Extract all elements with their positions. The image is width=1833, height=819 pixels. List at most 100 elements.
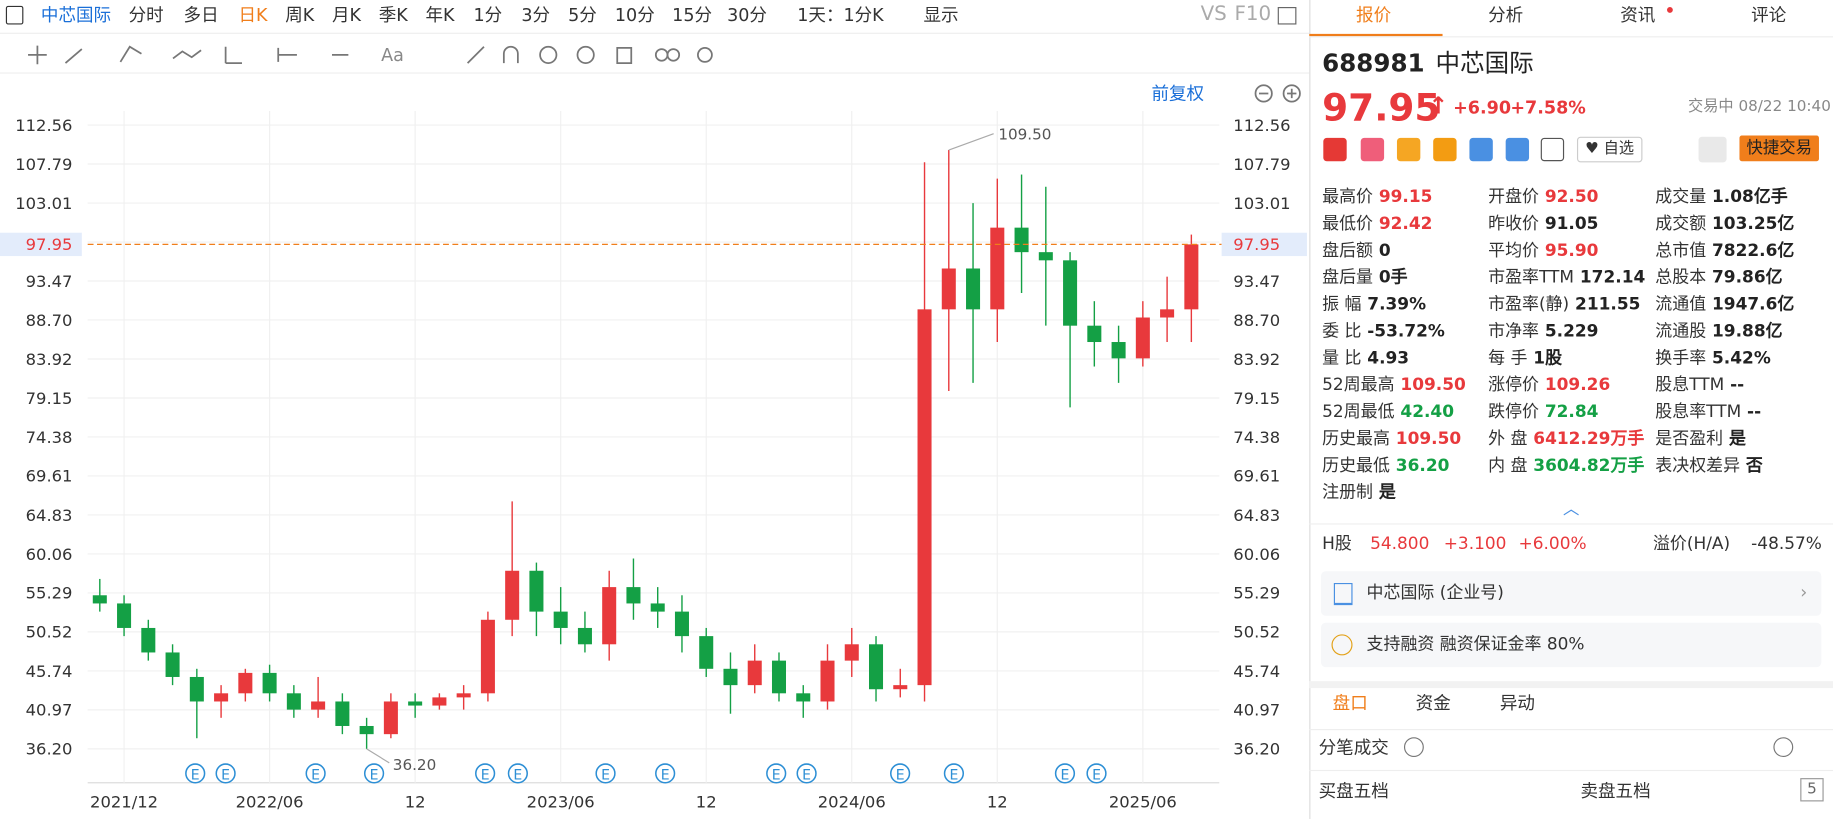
enterprise-link[interactable]: 中芯国际 (企业号) (1366, 584, 1504, 603)
period-tab[interactable]: 日K (238, 4, 268, 26)
stat: 换手率 5.42% (1655, 345, 1771, 370)
stat-label: 总股本 (1655, 268, 1707, 288)
x-tick-label: 12 (696, 792, 717, 811)
period-tab[interactable]: 5分 (568, 4, 597, 26)
y-tick-label: 93.47 (26, 272, 73, 291)
stat-label: 历史最低 (1322, 456, 1390, 476)
quote-panel (1309, 0, 1833, 819)
candle-body (771, 660, 787, 694)
stat-label: 注册制 (1322, 483, 1373, 503)
stat: 52周最低 42.40 (1322, 398, 1454, 423)
font-tool[interactable]: Aa (381, 44, 404, 66)
candle-body (359, 725, 374, 735)
collapse-toggle[interactable]: ︿ (1562, 500, 1580, 519)
quote-tab[interactable]: 资讯 (1620, 4, 1656, 26)
candle-body (650, 603, 665, 612)
stock-name[interactable]: 中芯国际 (40, 4, 112, 26)
period-tab[interactable]: 3分 (521, 4, 551, 26)
vs-button[interactable]: VS (1200, 2, 1227, 26)
stat: 历史最低 36.20 (1322, 452, 1449, 477)
candle-body (286, 693, 301, 710)
stat-value: 是 (1728, 429, 1746, 449)
stat-value: 0手 (1378, 268, 1408, 288)
alert-button[interactable] (1698, 136, 1727, 163)
period-tab[interactable]: 1分 (473, 4, 503, 26)
y-tick-label-right: 103.01 (1233, 194, 1290, 213)
stat: 流通股 19.88亿 (1655, 318, 1782, 343)
stat-value: 79.86亿 (1712, 268, 1783, 288)
stat: 平均价 95.90 (1488, 237, 1598, 262)
sub-tab[interactable]: 资金 (1415, 692, 1451, 714)
badge[interactable] (1505, 137, 1530, 162)
stat: 量 比 4.93 (1322, 345, 1409, 370)
stat: 委 比 -53.72% (1322, 318, 1445, 343)
stat-value: 211.55 (1575, 295, 1641, 315)
stat: 最高价 99.15 (1322, 183, 1432, 208)
y-tick-label: 55.29 (26, 584, 73, 603)
stat-value: 109.50 (1395, 429, 1462, 449)
badge[interactable] (1323, 137, 1347, 162)
badge[interactable] (1360, 137, 1385, 162)
candle-body (990, 227, 1005, 310)
period-tab[interactable]: 15分 (672, 4, 713, 26)
y-tick-label-right: 50.52 (1233, 623, 1280, 642)
stat-label: 外 盘 (1488, 429, 1528, 449)
panel-icon[interactable] (5, 5, 24, 25)
badge[interactable] (1396, 137, 1421, 162)
period-tab[interactable]: 分时 (128, 4, 164, 26)
toolbar (0, 0, 1310, 34)
enterprise-row[interactable] (1320, 571, 1822, 616)
badge[interactable] (1469, 137, 1493, 162)
period-tab[interactable]: 年K (425, 4, 455, 26)
y-tick-label: 83.92 (26, 350, 73, 369)
period-tab[interactable]: 30分 (727, 4, 767, 26)
x-tick-label: 2025/06 (1109, 792, 1177, 811)
period-tab[interactable]: 季K (378, 4, 408, 26)
quote-tab[interactable]: 评论 (1751, 4, 1787, 26)
info-icon[interactable] (1403, 737, 1424, 758)
stat-value: 72.84 (1544, 403, 1599, 422)
y-tick-label-right: 69.61 (1233, 467, 1280, 486)
event-marker-label: E (221, 767, 230, 783)
period-tab[interactable]: 周K (285, 4, 315, 26)
stat-label: 盘后额 (1322, 241, 1373, 261)
event-marker (507, 763, 528, 784)
period-tab[interactable]: 多日 (183, 4, 219, 26)
quote-tab[interactable]: 报价 (1356, 4, 1392, 26)
event-marker-label: E (802, 767, 811, 783)
layout-icon[interactable] (1277, 7, 1297, 25)
period-tab[interactable]: 月K (331, 4, 362, 26)
event-marker (1086, 763, 1107, 784)
stat-label: 换手率 (1655, 349, 1707, 369)
watchlist-button[interactable]: ♥ 自选 (1576, 136, 1643, 163)
f10-button[interactable]: F10 (1234, 2, 1272, 26)
y-tick-label-right: 112.56 (1233, 116, 1290, 135)
stat-value: 否 (1745, 456, 1763, 476)
stat-label: 成交额 (1655, 214, 1707, 234)
quick-trade[interactable]: 快捷交易 (1739, 135, 1819, 162)
stat-label: 流通股 (1655, 322, 1707, 342)
divider (1309, 681, 1833, 689)
x-tick-label: 12 (987, 792, 1008, 811)
event-marker (363, 763, 385, 784)
range-select[interactable]: 1天：1分K (797, 4, 884, 26)
event-marker (595, 763, 616, 784)
tab-underline (1309, 33, 1443, 37)
candle-body (747, 660, 762, 686)
sub-tab[interactable]: 异动 (1499, 692, 1535, 714)
display-menu[interactable]: 显示 (923, 4, 959, 26)
more-icon[interactable] (1773, 737, 1794, 758)
y-tick-label-right: 64.83 (1233, 506, 1280, 525)
min-label: 36.20 (393, 756, 436, 774)
candle-body (335, 701, 350, 726)
badge[interactable] (1540, 137, 1565, 162)
levels-button[interactable]: 5 (1800, 778, 1824, 802)
last-price: 97.95 (1322, 85, 1441, 130)
quote-tab[interactable]: 分析 (1488, 4, 1524, 26)
stat-label: 涨停价 (1488, 376, 1539, 395)
badge[interactable] (1433, 137, 1457, 162)
period-tab[interactable]: 10分 (614, 4, 655, 26)
sub-tab[interactable]: 盘口 (1332, 692, 1368, 714)
adjust-select[interactable]: 前复权 (1151, 82, 1205, 104)
stat-label: 开盘价 (1488, 188, 1539, 207)
